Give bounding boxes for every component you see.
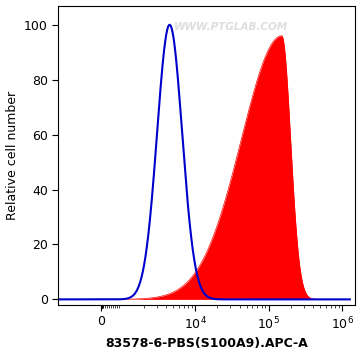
X-axis label: 83578-6-PBS(S100A9).APC-A: 83578-6-PBS(S100A9).APC-A xyxy=(105,337,308,350)
Text: WWW.PTGLAB.COM: WWW.PTGLAB.COM xyxy=(174,21,288,32)
Y-axis label: Relative cell number: Relative cell number xyxy=(5,91,18,220)
